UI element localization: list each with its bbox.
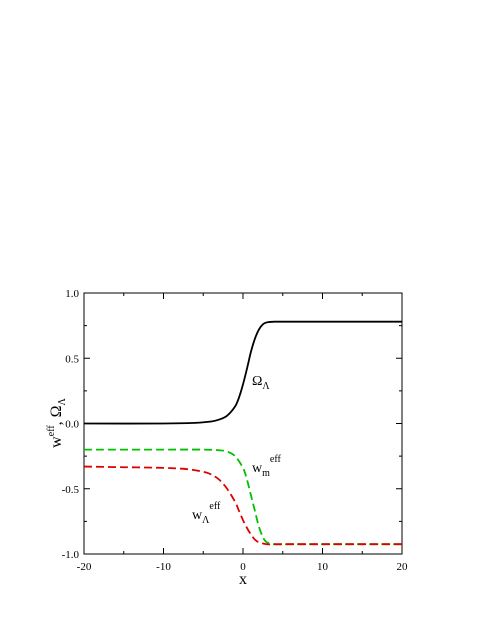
x-tick-label: -10 xyxy=(156,561,171,573)
x-tick-label: 20 xyxy=(397,561,409,573)
y-axis-label: weff, ΩΛ xyxy=(46,397,68,447)
x-tick-label: -20 xyxy=(77,561,92,573)
x-tick-label: 0 xyxy=(240,561,246,573)
y-tick-label: -1.0 xyxy=(62,549,80,561)
series-group xyxy=(83,320,402,546)
x-tick-label: 10 xyxy=(317,561,329,573)
series-line-w-lambda-eff xyxy=(83,465,402,546)
y-tick-label: 1.0 xyxy=(65,288,79,300)
x-axis-label: x xyxy=(239,571,247,588)
y-tick-label: 0.0 xyxy=(65,419,79,431)
label-w-lambda-eff: wΛeff xyxy=(192,501,221,526)
y-tick-label: -0.5 xyxy=(62,484,80,496)
series-line-omega-lambda xyxy=(83,320,402,425)
series-line-w-m-eff xyxy=(84,448,402,546)
label-omega-lambda: ΩΛ xyxy=(252,374,270,392)
axis-ticks: -20 -10 0 10 20 -1.0 -0.5 0.0 0.5 1.0 xyxy=(62,288,408,573)
y-tick-label: 0.5 xyxy=(65,353,79,365)
label-w-m-eff: wmeff xyxy=(252,454,281,479)
